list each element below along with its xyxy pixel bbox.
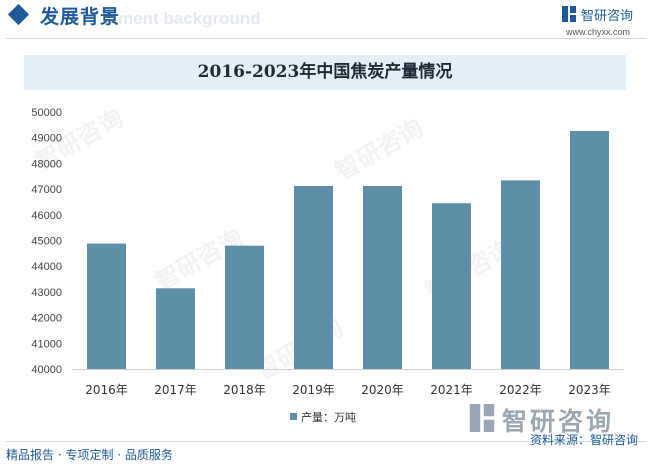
y-tick-label: 45000 xyxy=(31,236,62,248)
x-tick-label: 2017年 xyxy=(154,383,197,397)
bar xyxy=(501,180,540,369)
x-tick-label: 2021年 xyxy=(430,383,473,397)
chart-title-band: 2016-2023年中国焦炭产量情况 xyxy=(24,55,626,90)
y-tick-label: 46000 xyxy=(31,210,62,222)
y-tick-label: 43000 xyxy=(31,287,62,299)
footer-source: 资料来源：智研咨询 xyxy=(530,433,639,447)
bar xyxy=(87,243,126,369)
x-tick-label: 2019年 xyxy=(292,383,335,397)
y-tick-label: 47000 xyxy=(31,184,62,196)
x-tick-label: 2023年 xyxy=(568,383,611,397)
bar xyxy=(570,131,609,369)
y-tick-label: 50000 xyxy=(31,107,62,119)
page-title: 发展背景 xyxy=(40,6,121,28)
y-tick-label: 40000 xyxy=(31,364,62,376)
y-tick-label: 48000 xyxy=(31,158,62,170)
footer-tagline: 精品报告 · 专项定制 · 品质服务 xyxy=(6,448,173,462)
legend-label: 产量：万吨 xyxy=(301,411,356,424)
bar xyxy=(225,245,264,369)
footer-divider xyxy=(6,441,646,442)
chart-title: 2016-2023年中国焦炭产量情况 xyxy=(197,62,453,82)
bar xyxy=(294,186,333,369)
zhiyan-logo-icon xyxy=(562,6,576,22)
brand-name: 智研咨询 xyxy=(581,9,634,24)
y-tick-label: 42000 xyxy=(31,313,62,325)
y-tick-label: 41000 xyxy=(31,338,62,350)
page-header: 发展背景 ment background 智研咨询 www.chyxx.com xyxy=(0,0,652,40)
x-tick-label: 2022年 xyxy=(499,383,542,397)
x-tick-label: 2018年 xyxy=(223,383,266,397)
bar xyxy=(363,186,402,369)
legend-swatch xyxy=(290,413,297,420)
brand-url: www.chyxx.com xyxy=(566,27,631,37)
x-tick-label: 2020年 xyxy=(361,383,404,397)
header-divider xyxy=(6,38,646,39)
page-subtitle: ment background xyxy=(118,9,261,28)
brand-watermark-logo: 智研咨询 xyxy=(502,407,615,436)
bar xyxy=(156,288,195,369)
zhiyan-logo-icon xyxy=(469,404,495,432)
x-tick-label: 2016年 xyxy=(85,383,128,397)
y-tick-label: 49000 xyxy=(31,133,62,145)
y-tick-label: 44000 xyxy=(31,261,62,273)
bar xyxy=(432,203,471,369)
